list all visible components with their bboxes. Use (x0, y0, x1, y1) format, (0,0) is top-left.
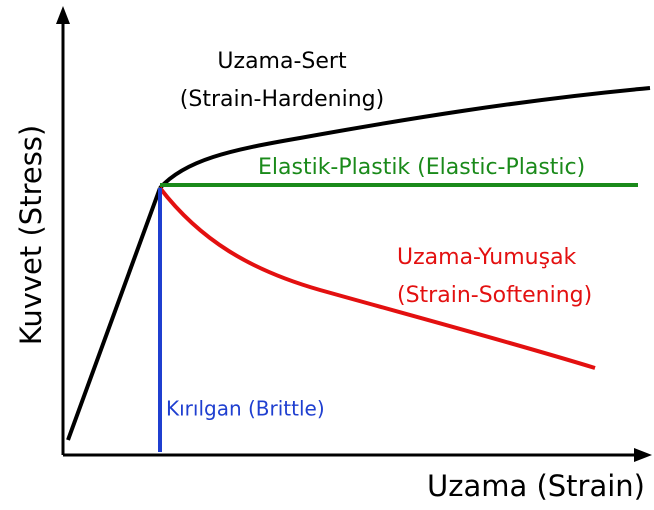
elastic-plastic-label: Elastik-Plastik (Elastic-Plastic) (258, 155, 585, 180)
elastic-line (66, 187, 162, 441)
softening-label: Uzama-Yumuşak (397, 245, 577, 270)
y-axis-arrow (56, 6, 70, 24)
x-axis-label: Uzama (Strain) (427, 469, 645, 503)
softening-label: (Strain-Softening) (397, 283, 592, 308)
softening-curve (158, 186, 596, 370)
x-axis-arrow (634, 448, 652, 462)
hardening-label: Uzama-Sert (217, 49, 347, 74)
y-axis-label: Kuvvet (Stress) (14, 125, 48, 345)
brittle-label: Kırılgan (Brittle) (166, 397, 325, 421)
hardening-curve (158, 86, 651, 190)
hardening-label: (Strain-Hardening) (180, 87, 384, 112)
